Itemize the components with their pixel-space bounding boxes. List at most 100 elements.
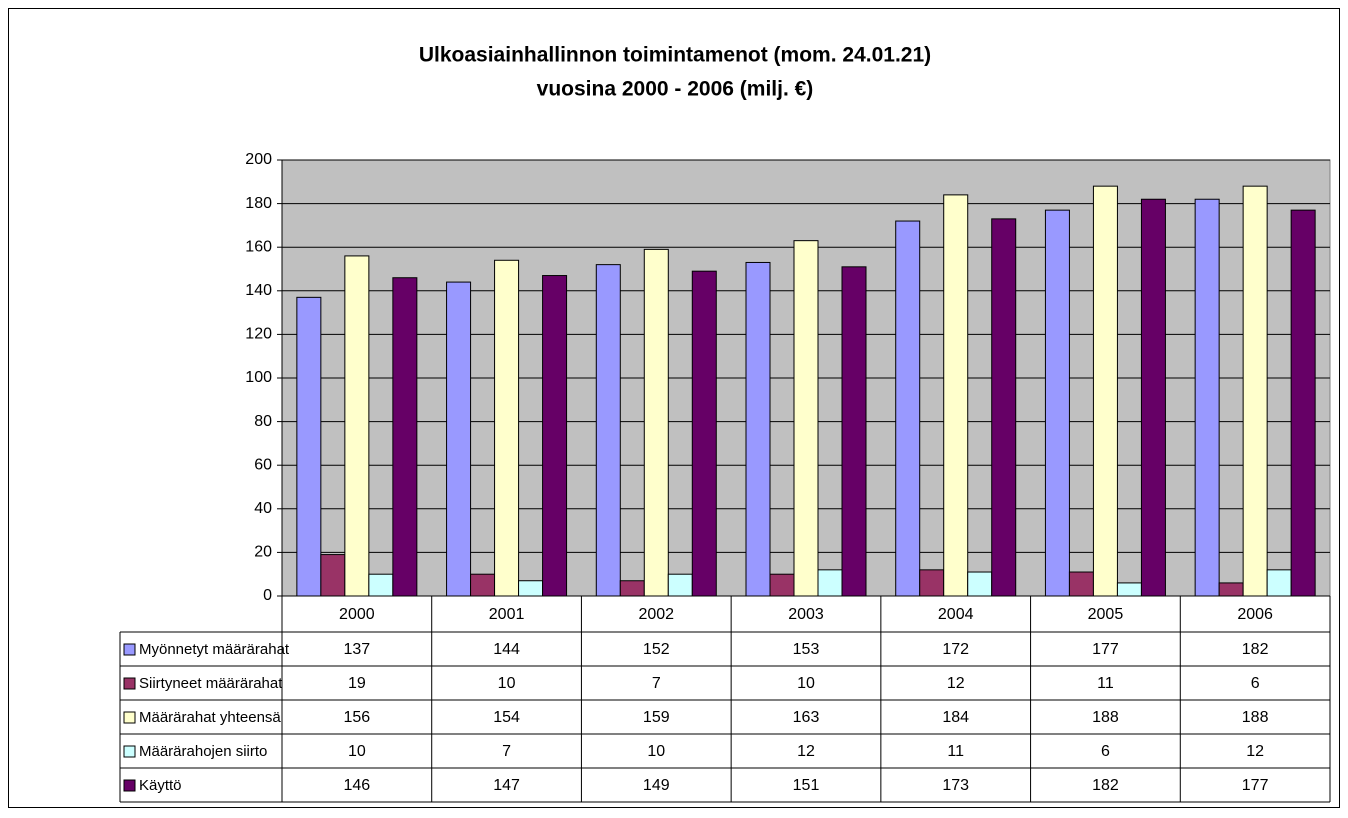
bar [344,255,370,597]
legend-label: Määrärahojen siirto [139,743,267,760]
table-value: 11 [1097,675,1114,692]
bar [1116,582,1142,597]
table-value: 156 [344,709,371,726]
bar [1218,582,1244,597]
bar [745,261,771,597]
x-tick-label: 2004 [938,606,974,623]
legend-label: Käyttö [139,777,182,794]
bar [1266,569,1292,597]
bar [1140,198,1166,597]
legend-swatch [123,677,136,690]
table-value: 163 [793,709,820,726]
x-tick-label: 2000 [339,606,375,623]
table-value: 19 [348,675,366,692]
bar [1044,209,1070,597]
table-value: 12 [797,743,815,760]
bar [1290,209,1316,597]
table-value: 159 [643,709,670,726]
bar [895,220,921,597]
legend-swatch [123,643,136,656]
bar [817,569,843,597]
bar [494,259,520,597]
table-value: 146 [344,777,371,794]
bar [368,573,394,597]
bar [1092,185,1118,597]
table-value: 177 [1092,641,1119,658]
table-value: 154 [493,709,520,726]
bar [619,580,645,597]
table-value: 182 [1092,777,1119,794]
table-value: 152 [643,641,670,658]
table-value: 10 [498,675,516,692]
table-value: 188 [1242,709,1269,726]
table-value: 144 [493,641,520,658]
table-value: 6 [1101,743,1110,760]
bar [1194,198,1220,597]
table-value: 151 [793,777,820,794]
table-value: 11 [947,743,964,760]
table-value: 10 [797,675,815,692]
y-tick-label: 100 [245,369,272,386]
y-tick-label: 20 [254,544,272,561]
table-value: 188 [1092,709,1119,726]
table-value: 10 [647,743,665,760]
bar [667,573,693,597]
y-tick-label: 60 [254,456,272,473]
bar [542,275,568,597]
table-value: 12 [947,675,965,692]
table-value: 137 [344,641,371,658]
bar [470,573,496,597]
chart-title: vuosina 2000 - 2006 (milj. €) [537,78,814,101]
x-tick-label: 2006 [1237,606,1273,623]
y-tick-label: 180 [245,195,272,212]
table-value: 172 [942,641,969,658]
bar [691,270,717,597]
chart-title: Ulkoasiainhallinnon toimintamenot (mom. … [419,44,931,67]
x-tick-label: 2001 [489,606,525,623]
table-value: 147 [493,777,520,794]
bar [320,554,346,597]
bar [919,569,945,597]
table-value: 10 [348,743,366,760]
x-tick-label: 2005 [1088,606,1124,623]
bar [1068,571,1094,597]
legend-swatch [123,745,136,758]
bar [643,248,669,597]
table-value: 7 [502,743,511,760]
y-tick-label: 80 [254,413,272,430]
y-tick-label: 0 [263,587,272,604]
y-tick-label: 140 [245,282,272,299]
legend-label: Myönnetyt määrärahat [139,641,290,658]
bar [446,281,472,597]
x-tick-label: 2003 [788,606,824,623]
table-value: 182 [1242,641,1269,658]
legend-swatch [123,779,136,792]
bar [1242,185,1268,597]
table-value: 7 [652,675,661,692]
legend-label: Siirtyneet määrärahat [139,675,283,692]
bar [943,194,969,597]
table-value: 184 [942,709,969,726]
table-value: 149 [643,777,670,794]
y-tick-label: 120 [245,326,272,343]
table-value: 153 [793,641,820,658]
y-tick-label: 160 [245,238,272,255]
bar [841,266,867,597]
legend-label: Määrärahat yhteensä [139,709,281,726]
y-tick-label: 40 [254,500,272,517]
table-value: 177 [1242,777,1269,794]
bar [967,571,993,597]
bar [392,277,418,597]
y-tick-label: 200 [245,151,272,168]
table-value: 12 [1246,743,1264,760]
bar [518,580,544,597]
bar [769,573,795,597]
bar [991,218,1017,597]
bar [296,296,322,597]
x-tick-label: 2002 [638,606,674,623]
table-value: 173 [942,777,969,794]
table-value: 6 [1251,675,1260,692]
bar [595,264,621,597]
legend-swatch [123,711,136,724]
